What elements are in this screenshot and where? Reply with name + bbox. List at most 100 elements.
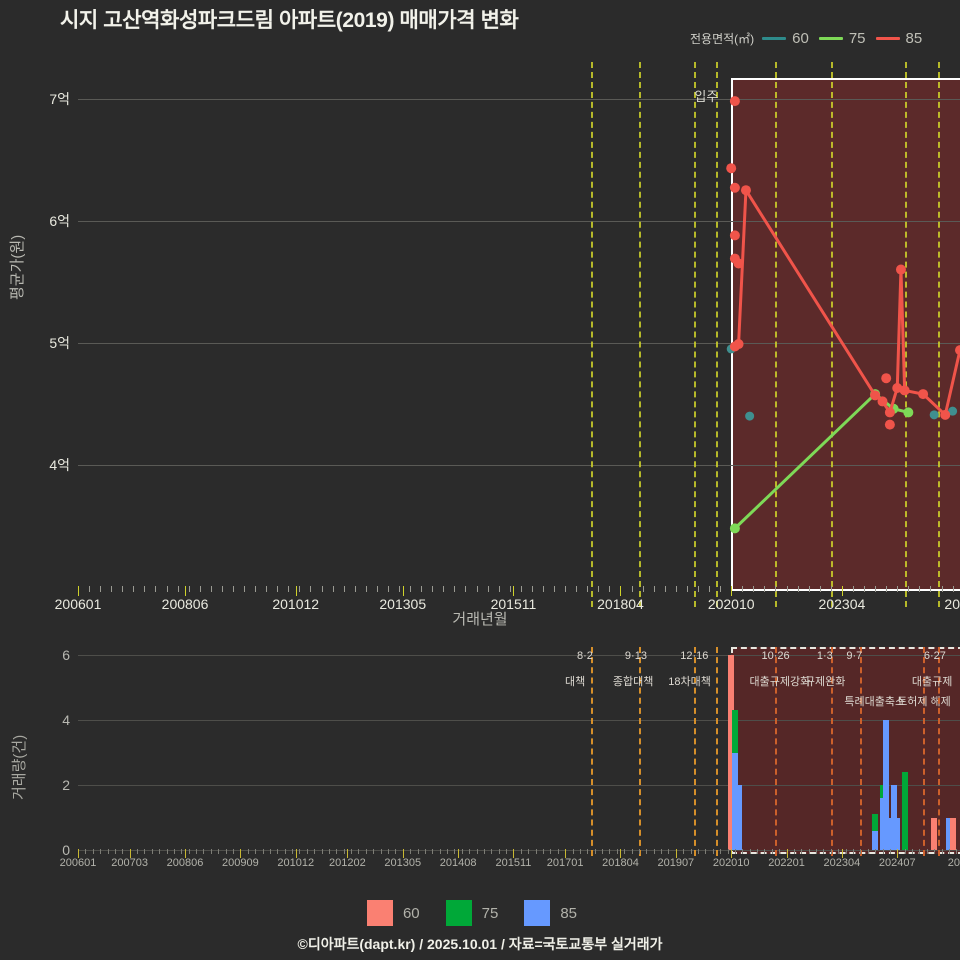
volume-x-tick-label: 200703	[111, 857, 149, 869]
policy-event-date: 6·27	[923, 650, 946, 662]
volume-x-tick-label: 202201	[768, 857, 805, 869]
volume-minor-tick	[461, 849, 463, 854]
volume-minor-tick	[764, 849, 766, 854]
price-major-tick	[841, 586, 843, 596]
movein-line	[716, 62, 719, 607]
volume-major-tick	[402, 849, 404, 858]
price-scatter-85	[884, 419, 895, 430]
volume-minor-tick	[447, 849, 449, 854]
price-minor-tick	[598, 586, 600, 592]
price-major-tick	[402, 586, 404, 596]
volume-y-tick-label: 2	[62, 777, 70, 793]
volume-minor-tick	[284, 849, 286, 854]
price-x-tick-label: 2025	[944, 596, 960, 612]
volume-bar	[728, 655, 735, 850]
price-minor-tick	[531, 586, 533, 592]
volume-minor-tick	[631, 849, 633, 854]
policy-event-label: 규제완화	[804, 676, 846, 688]
policy-event-label: 대출규제강화	[749, 676, 811, 688]
price-minor-tick	[709, 586, 711, 592]
price-minor-tick	[144, 586, 146, 592]
legend-label-60: 60	[792, 30, 809, 47]
price-minor-tick	[775, 586, 777, 592]
price-minor-tick	[465, 586, 467, 592]
volume-minor-tick	[491, 849, 493, 854]
volume-minor-tick	[727, 849, 729, 854]
page-title: 시지 고산역화성파크드림 아파트(2019) 매매가격 변화	[60, 9, 519, 32]
price-minor-tick	[432, 586, 434, 592]
price-minor-tick	[554, 586, 556, 592]
price-policy-line	[904, 62, 907, 607]
price-major-tick	[513, 586, 515, 596]
legend-bottom-label-85: 85	[560, 904, 578, 922]
price-minor-tick	[277, 586, 279, 592]
legend-title: 전용면적(㎡)	[690, 32, 755, 46]
volume-minor-tick	[85, 849, 87, 854]
price-major-tick	[295, 586, 297, 596]
volume-gridline	[78, 655, 960, 656]
price-chart: 4억 5억 6억 7억 입주	[49, 62, 960, 607]
volume-minor-tick	[232, 849, 234, 854]
price-minor-tick	[919, 586, 921, 592]
volume-minor-tick	[306, 849, 308, 854]
volume-major-tick	[513, 849, 515, 858]
volume-minor-tick	[114, 849, 116, 854]
volume-minor-tick	[410, 849, 412, 854]
price-minor-tick	[122, 586, 124, 592]
volume-x-tick-label: 200806	[166, 857, 204, 869]
volume-x-tick-label: 201305	[384, 857, 422, 869]
price-major-tick	[731, 586, 733, 596]
volume-minor-tick	[720, 849, 722, 854]
price-minor-tick	[288, 586, 290, 592]
price-y-axis-title: 평균가(원)	[9, 234, 26, 300]
price-x-tick-label: 202304	[818, 596, 866, 612]
price-minor-tick	[576, 586, 578, 592]
price-minor-tick	[587, 586, 589, 592]
price-minor-tick	[188, 586, 190, 592]
volume-major-tick	[240, 849, 242, 858]
price-minor-tick	[686, 586, 688, 592]
price-minor-tick	[332, 586, 334, 592]
price-y-tick-label: 7억	[49, 90, 70, 107]
volume-bar	[931, 817, 938, 850]
price-minor-tick	[742, 586, 744, 592]
volume-x-tick-label: 201907	[657, 857, 695, 869]
price-minor-tick	[343, 586, 345, 592]
volume-bar	[731, 752, 738, 850]
volume-bar	[894, 817, 901, 850]
legend-bottom-label-60: 60	[402, 904, 420, 922]
price-minor-tick	[443, 586, 445, 592]
volume-minor-tick	[638, 849, 640, 854]
volume-policy-line	[923, 647, 926, 856]
volume-policy-line	[830, 647, 833, 856]
price-minor-tick	[498, 586, 500, 592]
price-minor-tick	[476, 586, 478, 592]
volume-major-tick	[458, 849, 460, 858]
volume-minor-tick	[218, 849, 220, 854]
volume-x-tick-label: 202304	[823, 857, 861, 869]
price-scatter-85	[881, 373, 892, 384]
policy-event-date: 12·16	[680, 650, 709, 662]
price-point-85	[918, 389, 929, 400]
price-minor-tick	[89, 586, 91, 592]
price-policy-line	[775, 62, 778, 607]
volume-minor-tick	[889, 849, 891, 854]
price-minor-tick	[399, 586, 401, 592]
volume-gridline	[78, 785, 960, 786]
price-minor-tick	[930, 586, 932, 592]
volume-major-tick	[185, 849, 187, 858]
price-point-85	[870, 390, 881, 401]
volume-major-tick	[129, 849, 131, 858]
volume-minor-tick	[956, 849, 958, 854]
price-minor-tick	[487, 586, 489, 592]
price-minor-tick	[354, 586, 356, 592]
price-minor-tick	[852, 586, 854, 592]
volume-minor-tick	[771, 849, 773, 854]
volume-minor-tick	[424, 849, 426, 854]
volume-bar	[872, 830, 879, 850]
price-policy-line	[590, 62, 593, 607]
volume-y-axis-title: 거래량(건)	[11, 734, 28, 800]
volume-minor-tick	[387, 849, 389, 854]
volume-minor-tick	[734, 849, 736, 854]
volume-minor-tick	[557, 849, 559, 854]
